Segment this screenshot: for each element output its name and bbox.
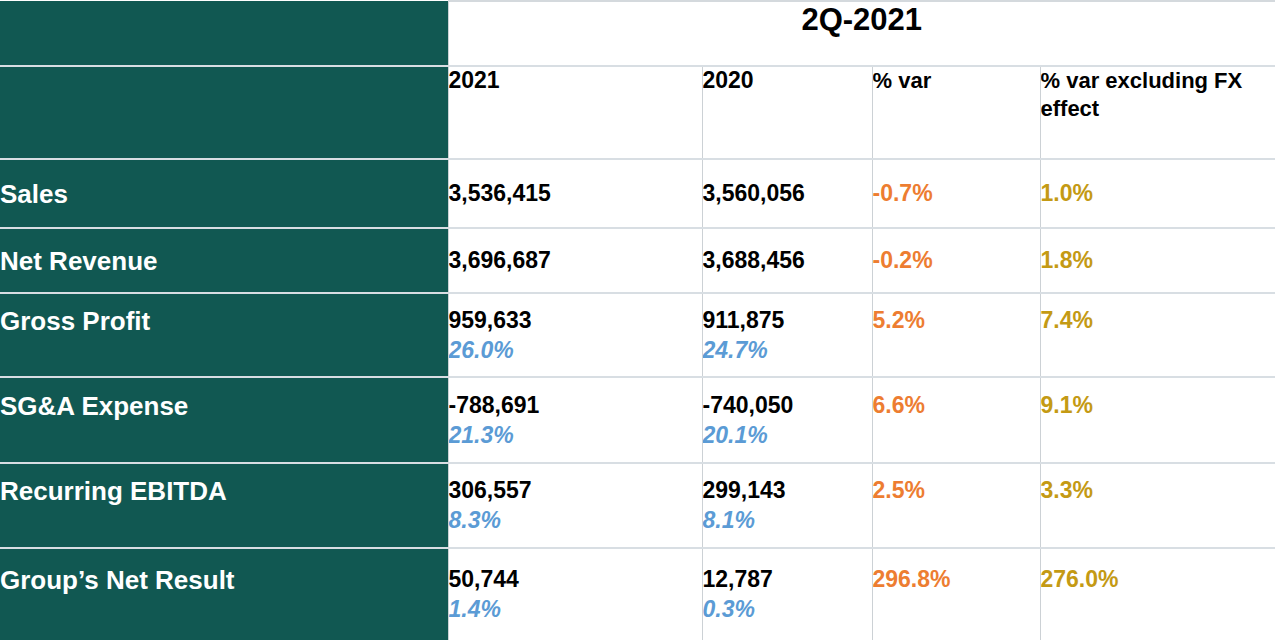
value-2021-cell: 3,536,415 (448, 159, 702, 228)
table-row-group-net-result: Group’s Net Result 50,744 1.4% 12,787 0.… (0, 548, 1275, 640)
financial-results-table: 2Q-2021 2021 2020 % var % var excluding … (0, 0, 1275, 640)
var-pct-cell: 5.2% (872, 293, 1040, 377)
table-row-sales: Sales 3,536,415 3,560,056 -0.7% 1.0% (0, 159, 1275, 228)
table-row-net-revenue: Net Revenue 3,696,687 3,688,456 -0.2% 1.… (0, 228, 1275, 293)
value-2021: -788,691 (449, 390, 702, 420)
value-2021-cell: 3,696,687 (448, 228, 702, 293)
value-2020-cell: 911,875 24.7% (702, 293, 872, 377)
margin-2020: 8.1% (703, 505, 872, 535)
var-fx-pct-cell: 276.0% (1040, 548, 1275, 640)
margin-2021: 26.0% (449, 335, 702, 365)
value-2020-cell: 3,560,056 (702, 159, 872, 228)
value-2021: 306,557 (449, 475, 702, 505)
value-2020-cell: -740,050 20.1% (702, 377, 872, 463)
margin-2021: 8.3% (449, 505, 702, 535)
table-row-recurring-ebitda: Recurring EBITDA 306,557 8.3% 299,143 8.… (0, 463, 1275, 548)
value-2021: 959,633 (449, 305, 702, 335)
row-label: Recurring EBITDA (0, 463, 448, 548)
period-title-row: 2Q-2021 (0, 1, 1275, 66)
margin-2020: 20.1% (703, 420, 872, 450)
margin-2020: 0.3% (703, 594, 872, 624)
column-header-var-fx: % var excluding FX effect (1040, 66, 1275, 159)
margin-2021: 21.3% (449, 420, 702, 450)
var-fx-pct-cell: 3.3% (1040, 463, 1275, 548)
value-2021-cell: 50,744 1.4% (448, 548, 702, 640)
table-row-sga-expense: SG&A Expense -788,691 21.3% -740,050 20.… (0, 377, 1275, 463)
value-2020: 299,143 (703, 475, 872, 505)
value-2020-cell: 12,787 0.3% (702, 548, 872, 640)
value-2021: 50,744 (449, 564, 702, 594)
row-label: Sales (0, 159, 448, 228)
header-corner-cell (0, 1, 448, 66)
var-fx-pct-cell: 9.1% (1040, 377, 1275, 463)
value-2020: 3,688,456 (703, 245, 872, 275)
column-header-2020: 2020 (702, 66, 872, 159)
margin-2020: 24.7% (703, 335, 872, 365)
quarterly-results-table: 2Q-2021 2021 2020 % var % var excluding … (0, 0, 1275, 640)
var-pct-cell: 6.6% (872, 377, 1040, 463)
var-fx-pct-cell: 1.8% (1040, 228, 1275, 293)
column-header-var: % var (872, 66, 1040, 159)
value-2021: 3,696,687 (449, 245, 702, 275)
value-2020: -740,050 (703, 390, 872, 420)
period-title: 2Q-2021 (448, 1, 1275, 66)
value-2020-cell: 299,143 8.1% (702, 463, 872, 548)
value-2021-cell: 306,557 8.3% (448, 463, 702, 548)
var-pct-cell: 296.8% (872, 548, 1040, 640)
margin-2021: 1.4% (449, 594, 702, 624)
row-label: Gross Profit (0, 293, 448, 377)
var-pct-cell: -0.7% (872, 159, 1040, 228)
row-label: Group’s Net Result (0, 548, 448, 640)
column-header-row: 2021 2020 % var % var excluding FX effec… (0, 66, 1275, 159)
row-label: SG&A Expense (0, 377, 448, 463)
var-pct-cell: 2.5% (872, 463, 1040, 548)
column-header-2021: 2021 (448, 66, 702, 159)
value-2020: 911,875 (703, 305, 872, 335)
value-2021: 3,536,415 (449, 178, 702, 208)
row-label: Net Revenue (0, 228, 448, 293)
var-fx-pct-cell: 1.0% (1040, 159, 1275, 228)
var-pct-cell: -0.2% (872, 228, 1040, 293)
value-2020-cell: 3,688,456 (702, 228, 872, 293)
value-2021-cell: 959,633 26.0% (448, 293, 702, 377)
value-2020: 12,787 (703, 564, 872, 594)
header-corner-cell (0, 66, 448, 159)
var-fx-pct-cell: 7.4% (1040, 293, 1275, 377)
value-2020: 3,560,056 (703, 178, 872, 208)
table-row-gross-profit: Gross Profit 959,633 26.0% 911,875 24.7%… (0, 293, 1275, 377)
value-2021-cell: -788,691 21.3% (448, 377, 702, 463)
